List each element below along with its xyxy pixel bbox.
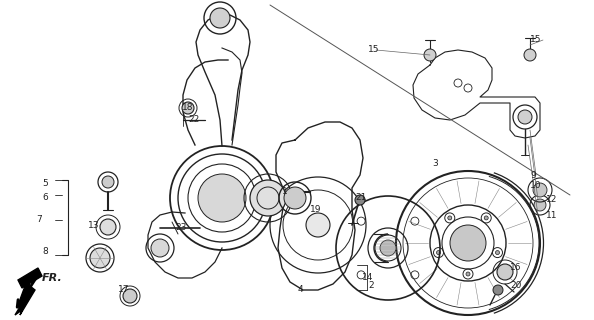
- Text: 13: 13: [88, 220, 100, 229]
- Polygon shape: [18, 268, 42, 288]
- Text: 17: 17: [118, 285, 129, 294]
- Circle shape: [437, 251, 441, 255]
- Text: 9: 9: [530, 171, 536, 180]
- Circle shape: [250, 180, 286, 216]
- Text: 1: 1: [282, 188, 287, 196]
- Text: 22: 22: [188, 116, 199, 124]
- Circle shape: [497, 264, 513, 280]
- Text: 10: 10: [530, 180, 542, 189]
- Text: 5: 5: [42, 179, 48, 188]
- Text: 15: 15: [530, 36, 542, 44]
- Circle shape: [306, 213, 330, 237]
- Text: 7: 7: [36, 215, 42, 225]
- Circle shape: [518, 110, 532, 124]
- Text: 18: 18: [182, 102, 194, 111]
- Text: 16: 16: [510, 263, 522, 273]
- Text: 15: 15: [368, 45, 380, 54]
- Circle shape: [466, 272, 470, 276]
- Circle shape: [448, 216, 452, 220]
- Text: 6: 6: [42, 193, 48, 202]
- Text: FR.: FR.: [42, 273, 63, 283]
- Text: 4: 4: [298, 285, 304, 294]
- Circle shape: [210, 8, 230, 28]
- Circle shape: [90, 248, 110, 268]
- Text: 3: 3: [432, 158, 438, 167]
- Circle shape: [123, 289, 137, 303]
- Circle shape: [484, 216, 488, 220]
- Circle shape: [100, 219, 116, 235]
- Circle shape: [182, 102, 194, 114]
- Text: 14: 14: [362, 274, 374, 283]
- Circle shape: [380, 240, 396, 256]
- Circle shape: [151, 239, 169, 257]
- Text: 11: 11: [546, 211, 558, 220]
- Text: 12: 12: [546, 196, 557, 204]
- Circle shape: [450, 225, 486, 261]
- Circle shape: [524, 49, 536, 61]
- Text: 2: 2: [368, 281, 374, 290]
- Circle shape: [198, 174, 246, 222]
- Text: 8: 8: [42, 247, 48, 257]
- Text: 23: 23: [175, 223, 187, 233]
- Circle shape: [493, 285, 503, 295]
- Circle shape: [102, 176, 114, 188]
- Circle shape: [284, 187, 306, 209]
- Text: 19: 19: [310, 205, 321, 214]
- Circle shape: [495, 251, 500, 255]
- Circle shape: [355, 195, 365, 205]
- Text: 20: 20: [510, 282, 522, 291]
- Circle shape: [534, 199, 546, 211]
- Text: 21: 21: [355, 193, 366, 202]
- Circle shape: [533, 183, 547, 197]
- Polygon shape: [15, 278, 35, 315]
- Circle shape: [424, 49, 436, 61]
